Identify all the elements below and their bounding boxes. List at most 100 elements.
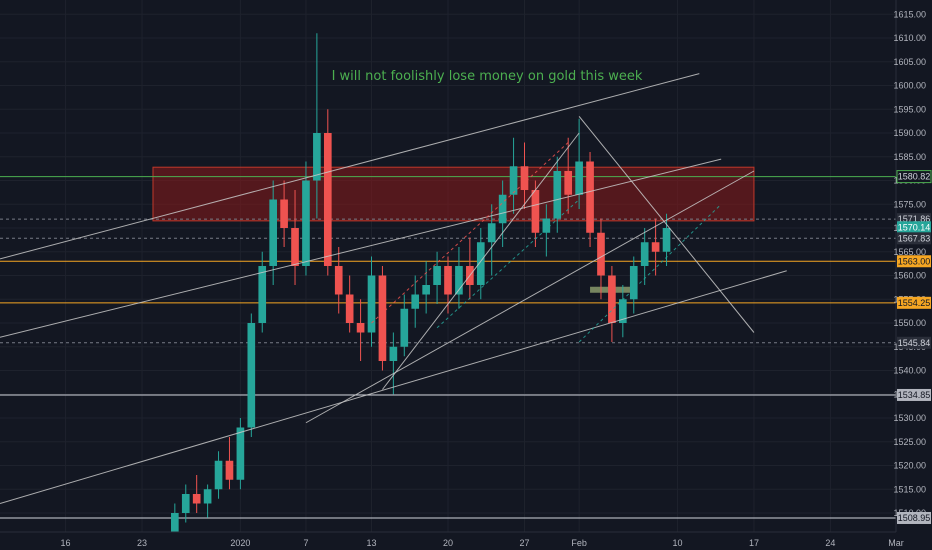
candle-body[interactable]	[586, 161, 594, 233]
time-axis-panel	[0, 532, 932, 550]
candle-body[interactable]	[367, 275, 376, 333]
candle-body[interactable]	[247, 323, 256, 428]
price-label-text: 1570.14	[898, 222, 931, 232]
y-tick-label: 1520.00	[893, 461, 926, 471]
price-axis-panel	[896, 0, 932, 550]
price-label-text: 1580.82	[898, 172, 931, 182]
candle-body[interactable]	[411, 294, 420, 309]
candle-body[interactable]	[269, 199, 277, 267]
candle-body[interactable]	[203, 489, 212, 504]
trendlines-layer	[0, 73, 787, 504]
x-tick-label: 27	[519, 538, 529, 548]
x-tick-label: 7	[303, 538, 308, 548]
candle-body[interactable]	[531, 190, 540, 233]
candle-body[interactable]	[400, 308, 409, 347]
candle-body[interactable]	[258, 266, 267, 323]
candle-body[interactable]	[171, 513, 179, 537]
y-tick-label: 1595.00	[893, 104, 926, 114]
y-tick-label: 1565.00	[893, 247, 926, 257]
candle-body[interactable]	[520, 166, 529, 190]
trendline[interactable]	[382, 132, 580, 390]
candle-body[interactable]	[345, 294, 354, 324]
price-label-text: 1508.95	[898, 513, 931, 523]
candle-body[interactable]	[323, 133, 332, 266]
candle-body[interactable]	[225, 460, 234, 480]
candle-body[interactable]	[192, 494, 201, 504]
candle-body[interactable]	[291, 228, 299, 266]
candle-body[interactable]	[422, 285, 430, 295]
x-tick-label: 24	[825, 538, 835, 548]
candle-body[interactable]	[662, 228, 671, 252]
price-label-text: 1571.86	[898, 214, 931, 224]
y-tick-label: 1515.00	[893, 484, 926, 494]
candle-body[interactable]	[455, 266, 463, 295]
price-label-badge	[897, 221, 931, 234]
candle-body[interactable]	[608, 275, 616, 324]
candle-body[interactable]	[640, 242, 649, 266]
price-label-text: 1534.85	[898, 390, 931, 400]
candle-body[interactable]	[389, 346, 398, 361]
price-label-badge	[897, 232, 931, 245]
x-tick-label: 16	[61, 538, 71, 548]
candle-body[interactable]	[597, 232, 605, 276]
price-label-text: 1567.83	[898, 233, 931, 243]
trendline[interactable]	[0, 73, 700, 260]
candle-body[interactable]	[214, 460, 223, 490]
trendline[interactable]	[0, 158, 722, 338]
trendline[interactable]	[436, 199, 580, 329]
trendline[interactable]	[578, 203, 722, 343]
candle-body[interactable]	[619, 299, 627, 323]
candle-body[interactable]	[498, 194, 507, 224]
candle-body[interactable]	[236, 427, 245, 480]
y-tick-label: 1575.00	[893, 199, 926, 209]
candle-body[interactable]	[542, 218, 551, 233]
price-label-text: 1554.25	[898, 298, 931, 308]
candle-body[interactable]	[575, 161, 583, 195]
price-label-badge	[897, 336, 931, 349]
candle-body[interactable]	[302, 180, 310, 267]
y-tick-label: 1530.00	[893, 413, 926, 423]
y-tick-label: 1615.00	[893, 9, 926, 19]
price-label-text: 1563.00	[898, 256, 931, 266]
y-tick-label: 1590.00	[893, 128, 926, 138]
time-axis[interactable]: 16 23 2020 7 13 20 27 Feb 10 17 24 Mar	[61, 538, 904, 548]
candle-body[interactable]	[476, 242, 485, 285]
price-label-text: 1545.84	[898, 338, 931, 348]
candle-body[interactable]	[651, 242, 660, 252]
trendline[interactable]	[305, 170, 755, 424]
y-tick-label: 1610.00	[893, 33, 926, 43]
candle-body[interactable]	[509, 166, 518, 195]
trendline[interactable]	[371, 142, 569, 324]
trendline[interactable]	[0, 270, 787, 504]
x-tick-label: 23	[137, 538, 147, 548]
candles-layer	[171, 33, 671, 547]
candle-body[interactable]	[313, 133, 321, 181]
candle-body[interactable]	[181, 494, 190, 513]
x-tick-label: Mar	[888, 538, 904, 548]
candle-body[interactable]	[356, 323, 365, 333]
candle-body[interactable]	[378, 275, 387, 362]
y-tick-label: 1605.00	[893, 57, 926, 67]
candle-body[interactable]	[433, 266, 441, 285]
y-tick-label: 1550.00	[893, 318, 926, 328]
y-tick-label: 1600.00	[893, 81, 926, 91]
price-label-badge	[897, 255, 931, 268]
price-label-badge	[897, 511, 931, 524]
candle-body[interactable]	[564, 171, 573, 195]
candle-body[interactable]	[444, 266, 452, 295]
y-tick-label: 1585.00	[893, 152, 926, 162]
x-tick-label: Feb	[571, 538, 587, 548]
y-tick-label: 1560.00	[893, 271, 926, 281]
candle-body[interactable]	[487, 223, 496, 243]
x-tick-label: 13	[367, 538, 377, 548]
candle-body[interactable]	[629, 266, 638, 300]
candle-body[interactable]	[280, 199, 288, 229]
candle-body[interactable]	[334, 266, 343, 295]
y-tick-label: 1525.00	[893, 437, 926, 447]
chart-annotation: I will not foolishly lose money on gold …	[332, 69, 643, 84]
candle-body[interactable]	[553, 171, 562, 219]
trendline[interactable]	[578, 116, 755, 333]
